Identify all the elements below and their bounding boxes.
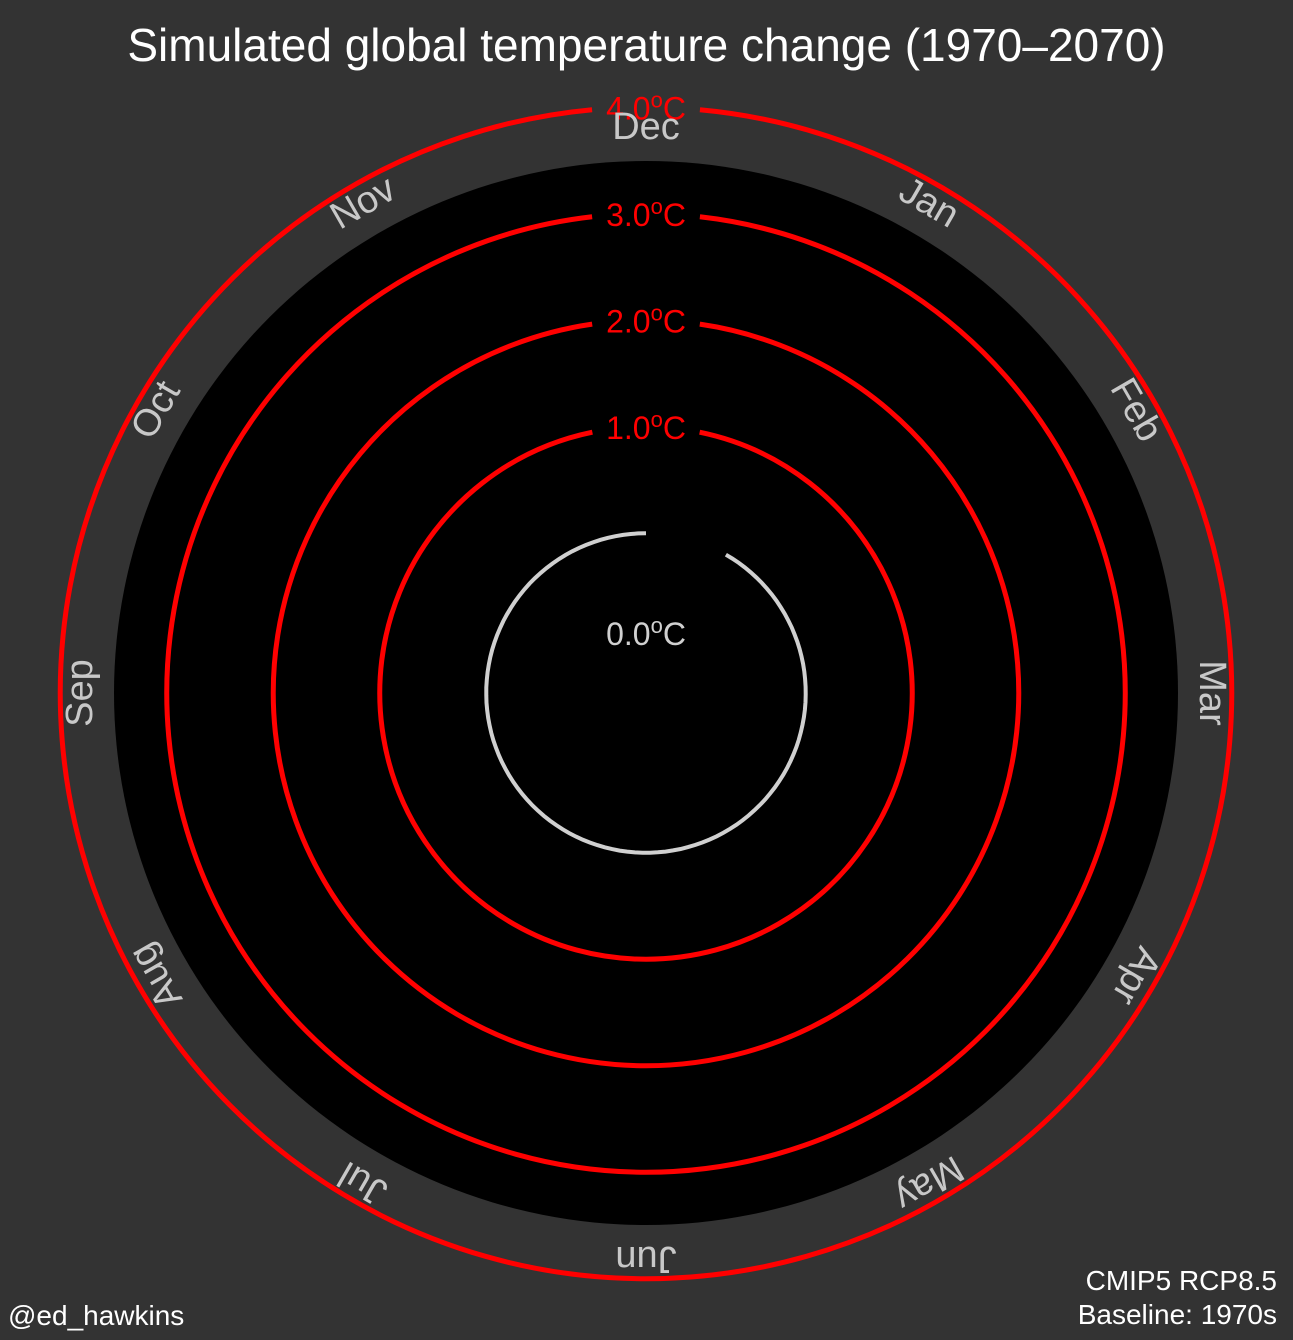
month-label-oct: Oct xyxy=(123,374,189,447)
temperature-ring-2.0 xyxy=(270,321,1022,1069)
ring-label-2.0: 2.0oC xyxy=(606,300,686,339)
source-info: CMIP5 RCP8.5 Baseline: 1970s xyxy=(1078,1264,1277,1332)
ring-label-3.0: 3.0oC xyxy=(606,194,686,233)
month-label-sep: Sep xyxy=(59,659,101,727)
ring-label-4.0: 4.0oC xyxy=(606,87,686,126)
month-label-jun: Jun xyxy=(615,1238,676,1280)
month-label-dec: Dec xyxy=(612,106,680,148)
credit-label: @ed_hawkins xyxy=(8,1300,185,1331)
ring-label-1.0: 1.0oC xyxy=(606,407,686,446)
model-label: CMIP5 RCP8.5 xyxy=(1085,1265,1277,1296)
month-label-jul: Jul xyxy=(331,1153,394,1214)
series-line-0 xyxy=(484,531,808,855)
zero-label: 0.0oC xyxy=(606,613,686,652)
baseline-label: Baseline: 1970s xyxy=(1077,1299,1277,1330)
month-label-jan: Jan xyxy=(892,169,966,236)
month-label-mar: Mar xyxy=(1191,660,1233,726)
month-label-apr: Apr xyxy=(1103,940,1169,1013)
temperature-ring-4.0 xyxy=(57,107,1235,1282)
plot-background xyxy=(114,161,1178,1225)
temperature-rings: 1.0oC 2.0oC 3.0oC 4.0oC 0.0oC xyxy=(57,87,1235,1282)
chart-title: Simulated global temperature change (197… xyxy=(127,19,1166,71)
temperature-series xyxy=(484,531,808,855)
temperature-ring-3.0 xyxy=(164,214,1128,1175)
temperature-ring-1.0 xyxy=(377,429,915,962)
